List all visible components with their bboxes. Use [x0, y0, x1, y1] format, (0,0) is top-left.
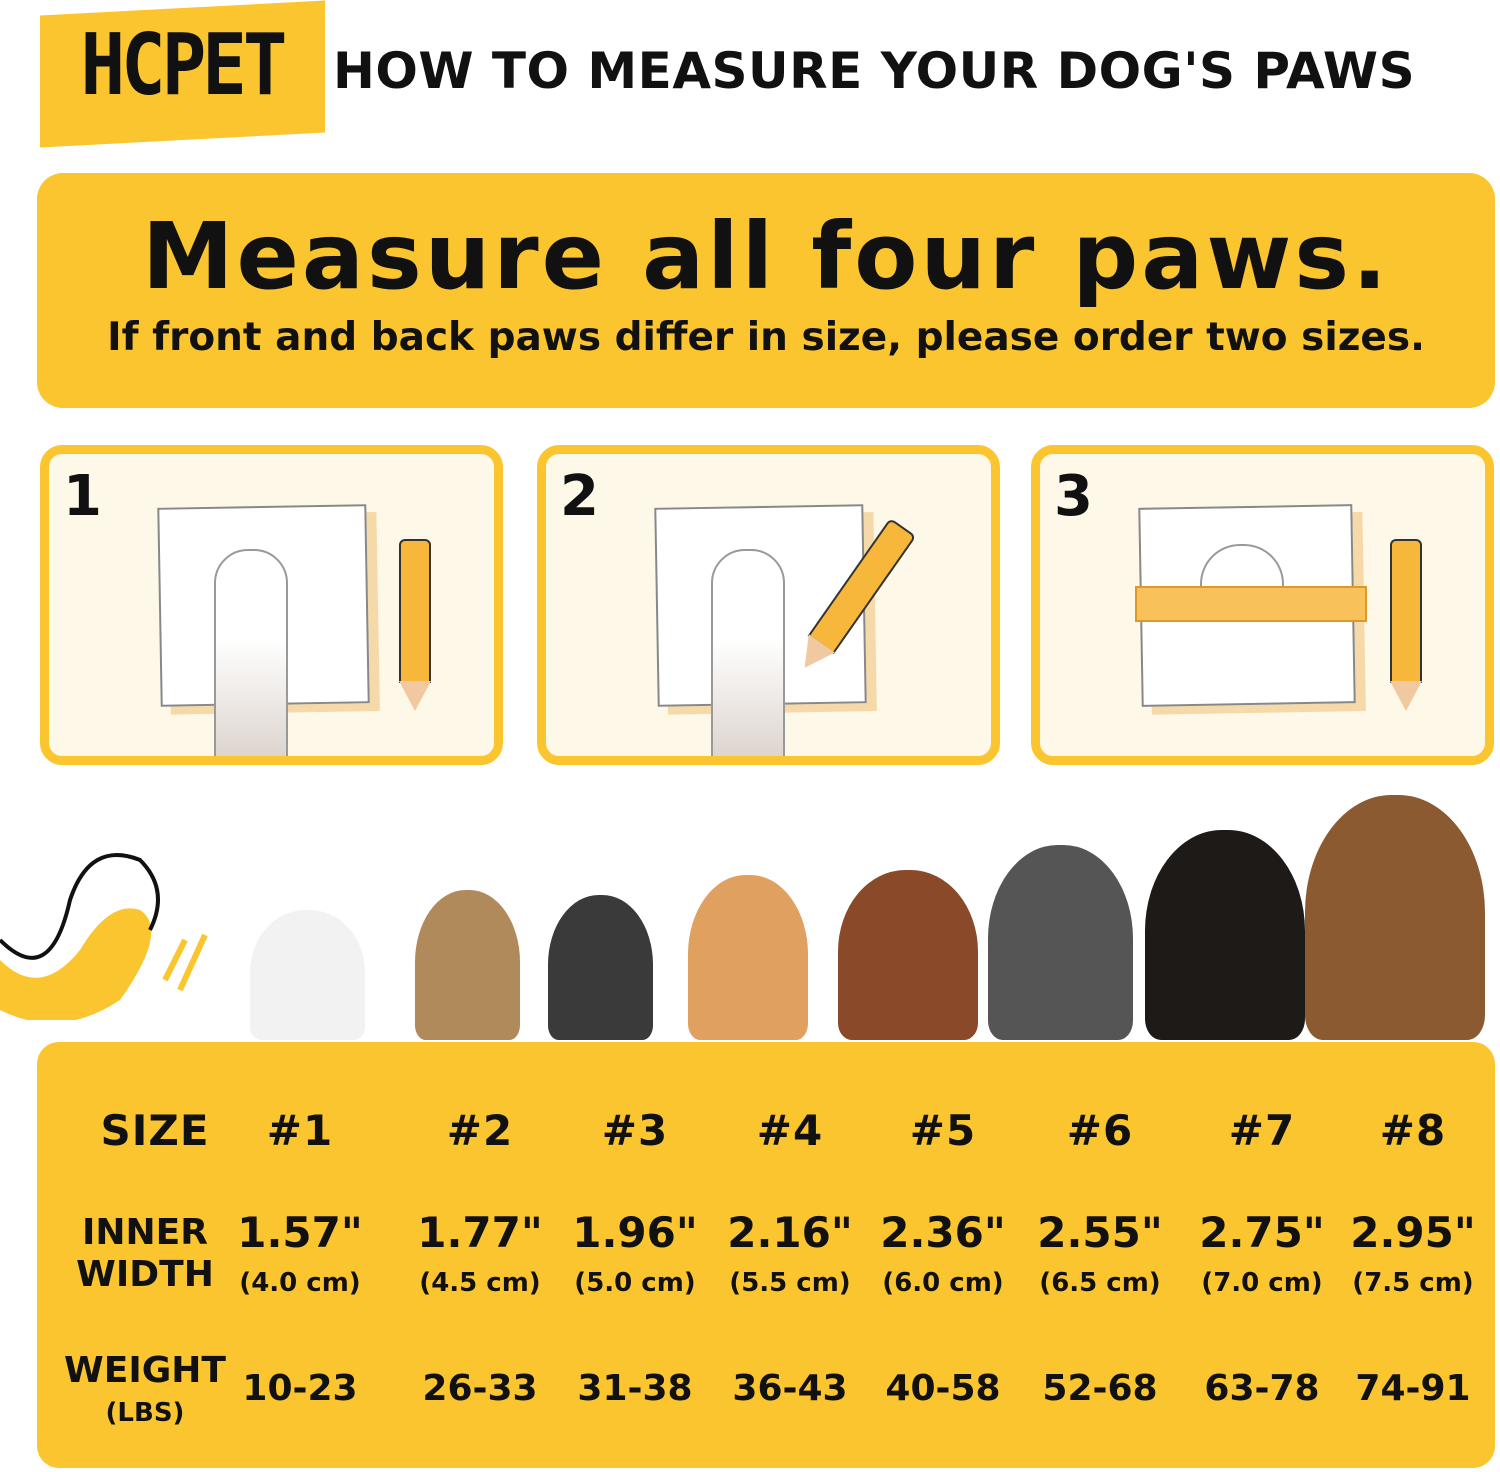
size-chart: SIZE INNER WIDTH WEIGHT (LBS) #1 1.57" (4.…: [37, 1042, 1495, 1468]
dog-rottweiler-image: [1145, 830, 1305, 1040]
size-value: #7: [1228, 1106, 1296, 1155]
decorative-swoosh: [0, 853, 208, 1020]
step-panel-3: 3: [1031, 445, 1494, 765]
inner-width-inches: 2.75": [1199, 1208, 1325, 1257]
inner-width-inches: 1.57": [237, 1208, 363, 1257]
dog-yorkie-image: [415, 890, 520, 1040]
dog-husky-image: [988, 845, 1133, 1040]
inner-width-cm: (4.5 cm): [419, 1268, 541, 1298]
brand-logo: HCPET: [80, 15, 288, 115]
dog-breeds-row: [0, 790, 1500, 1040]
inner-width-label: INNER WIDTH: [76, 1212, 214, 1295]
banner-subheading: If front and back paws differ in size, p…: [107, 315, 1425, 360]
weight-range: 10-23: [242, 1368, 358, 1409]
instruction-banner: Measure all four paws. If front and back…: [37, 173, 1495, 408]
size-value: #1: [266, 1106, 334, 1155]
dog-paw-illustration: [214, 549, 288, 756]
pencil-icon: [399, 539, 431, 711]
ruler-icon: [1135, 586, 1367, 622]
pencil-icon: [1390, 539, 1422, 711]
size-value: #5: [909, 1106, 977, 1155]
weight-range: 36-43: [732, 1368, 848, 1409]
paw-outline-illustration: [1200, 544, 1284, 616]
inner-width-cm: (7.5 cm): [1352, 1268, 1474, 1298]
inner-width-cm: (4.0 cm): [239, 1268, 361, 1298]
inner-width-inches: 1.77": [417, 1208, 543, 1257]
inner-width-cm: (7.0 cm): [1201, 1268, 1323, 1298]
inner-width-inches: 2.95": [1350, 1208, 1476, 1257]
inner-width-inches: 2.36": [880, 1208, 1006, 1257]
dog-bichon-image: [250, 910, 365, 1040]
step-number: 3: [1054, 464, 1093, 529]
step-number: 1: [63, 464, 102, 529]
weight-range: 40-58: [885, 1368, 1001, 1409]
step-panel-2: 2: [537, 445, 1000, 765]
dog-saint-bernard-image: [1305, 795, 1485, 1040]
dog-schnauzer-image: [548, 895, 653, 1040]
size-value: #2: [446, 1106, 514, 1155]
inner-width-inches: 1.96": [572, 1208, 698, 1257]
weight-range: 52-68: [1042, 1368, 1158, 1409]
inner-width-cm: (5.0 cm): [574, 1268, 696, 1298]
inner-width-cm: (5.5 cm): [729, 1268, 851, 1298]
size-value: #3: [601, 1106, 669, 1155]
size-value: #6: [1066, 1106, 1134, 1155]
inner-width-cm: (6.5 cm): [1039, 1268, 1161, 1298]
step-number: 2: [560, 464, 599, 529]
weight-label-text: WEIGHT: [64, 1350, 226, 1391]
weight-range: 26-33: [422, 1368, 538, 1409]
size-label: SIZE: [100, 1106, 210, 1155]
inner-width-cm: (6.0 cm): [882, 1268, 1004, 1298]
size-value: #8: [1379, 1106, 1447, 1155]
weight-range: 31-38: [577, 1368, 693, 1409]
dog-aussie-image: [838, 870, 978, 1040]
size-value: #4: [756, 1106, 824, 1155]
weight-range: 74-91: [1355, 1368, 1471, 1409]
inner-width-inches: 2.55": [1037, 1208, 1163, 1257]
weight-range: 63-78: [1204, 1368, 1320, 1409]
page-title: HOW TO MEASURE YOUR DOG'S PAWS: [333, 42, 1416, 100]
banner-heading: Measure all four paws.: [141, 203, 1391, 310]
inner-width-inches: 2.16": [727, 1208, 853, 1257]
weight-unit: (LBS): [105, 1398, 185, 1428]
weight-label: WEIGHT (LBS): [64, 1350, 226, 1434]
step-panel-1: 1: [40, 445, 503, 765]
dog-paw-illustration: [711, 549, 785, 756]
dog-shiba-image: [688, 875, 808, 1040]
